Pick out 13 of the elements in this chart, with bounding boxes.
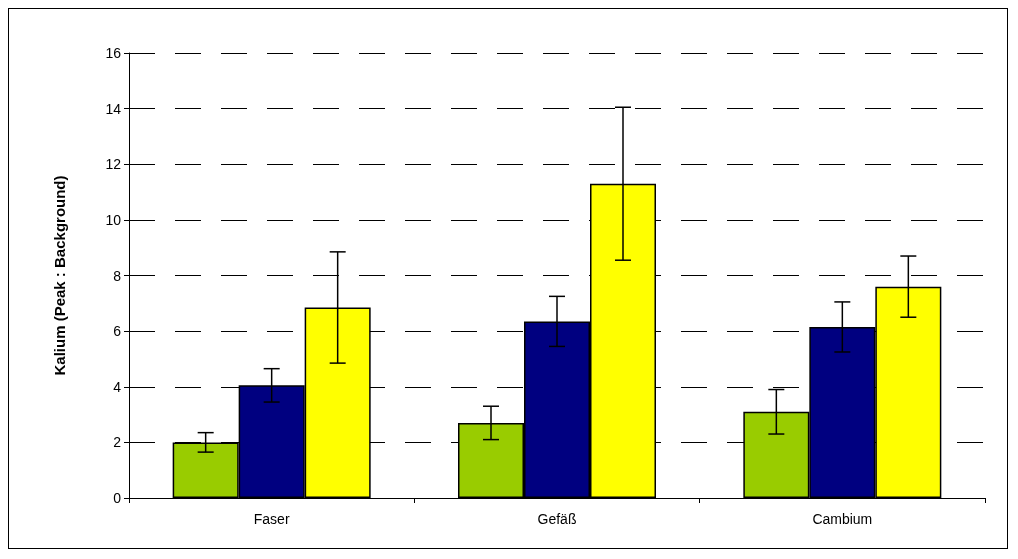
y-tick-label: 6 xyxy=(113,323,122,340)
y-tick-label: 14 xyxy=(105,100,122,117)
y-tick-label: 0 xyxy=(113,490,122,506)
x-tick-label: Gefäß xyxy=(537,511,577,527)
y-tick-label: 2 xyxy=(113,434,122,451)
y-tick-label: 10 xyxy=(105,211,122,228)
y-tick-label: 12 xyxy=(105,156,122,173)
x-tick-label: Cambium xyxy=(812,511,873,527)
y-axis-title: Kalium (Peak : Background) xyxy=(51,175,68,376)
y-tick-label: 8 xyxy=(113,267,122,284)
x-tick-label: Faser xyxy=(253,511,290,527)
y-tick-label: 4 xyxy=(113,378,122,395)
y-tick-label: 16 xyxy=(105,45,122,61)
